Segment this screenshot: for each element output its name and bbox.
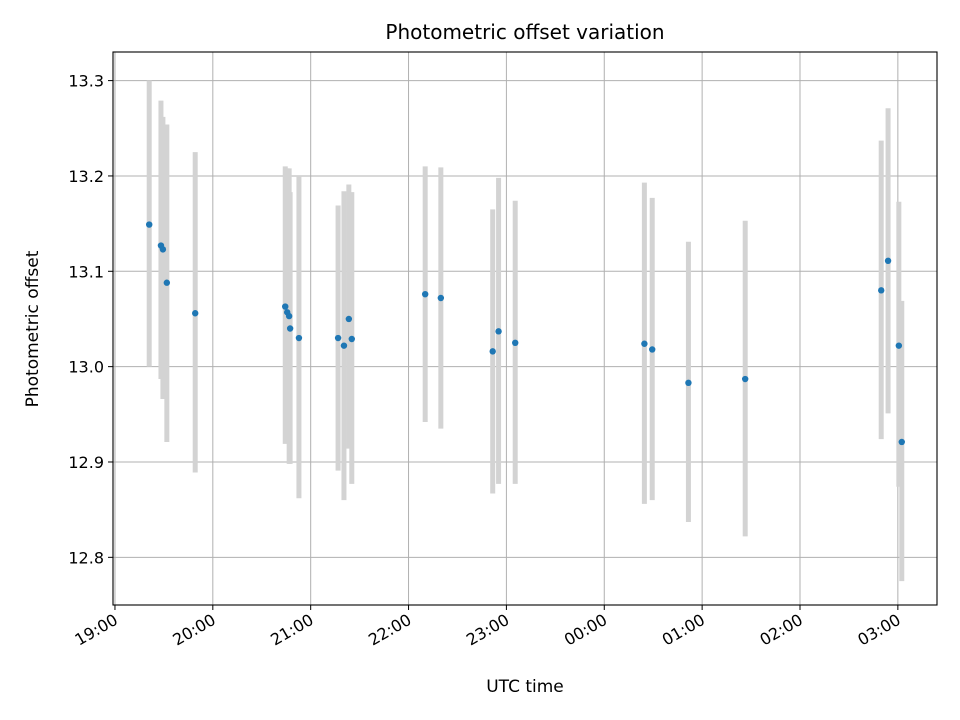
y-axis-ticks: 12.8 12.9 13.0 13.1 13.2 13.3 (68, 72, 113, 567)
data-point (345, 315, 353, 323)
data-point (295, 334, 303, 342)
data-point (340, 342, 348, 349)
grid (113, 52, 937, 605)
data-point (437, 294, 445, 302)
y-tick-label: 13.3 (68, 72, 104, 91)
data-point (192, 310, 199, 317)
data-point (895, 342, 903, 349)
plot-frame (112, 51, 938, 606)
data-point (348, 335, 355, 343)
y-tick-label: 13.0 (68, 358, 104, 377)
data-point (495, 328, 502, 335)
data-point (334, 334, 342, 342)
y-tick-label: 12.8 (68, 548, 104, 567)
data-point (649, 346, 656, 353)
y-tick-label: 13.1 (68, 262, 104, 281)
data-point (641, 340, 648, 347)
data-points (146, 221, 905, 446)
x-axis-label: UTC time (486, 677, 564, 697)
data-point (884, 257, 892, 265)
data-point (421, 290, 429, 298)
y-tick-label: 12.9 (68, 453, 104, 472)
data-point (512, 339, 519, 347)
chart-title: Photometric offset variation (385, 20, 664, 44)
data-point (146, 221, 153, 228)
data-point (489, 348, 496, 355)
data-point (898, 438, 905, 446)
y-axis-label: Photometric offset (23, 250, 43, 407)
y-tick-label: 13.2 (68, 167, 104, 186)
data-point (741, 375, 749, 383)
data-point (163, 279, 171, 286)
data-point (286, 325, 294, 332)
data-point (285, 312, 293, 320)
data-point (685, 379, 692, 387)
data-point (159, 246, 167, 253)
data-point (282, 303, 289, 310)
data-point (878, 287, 885, 294)
